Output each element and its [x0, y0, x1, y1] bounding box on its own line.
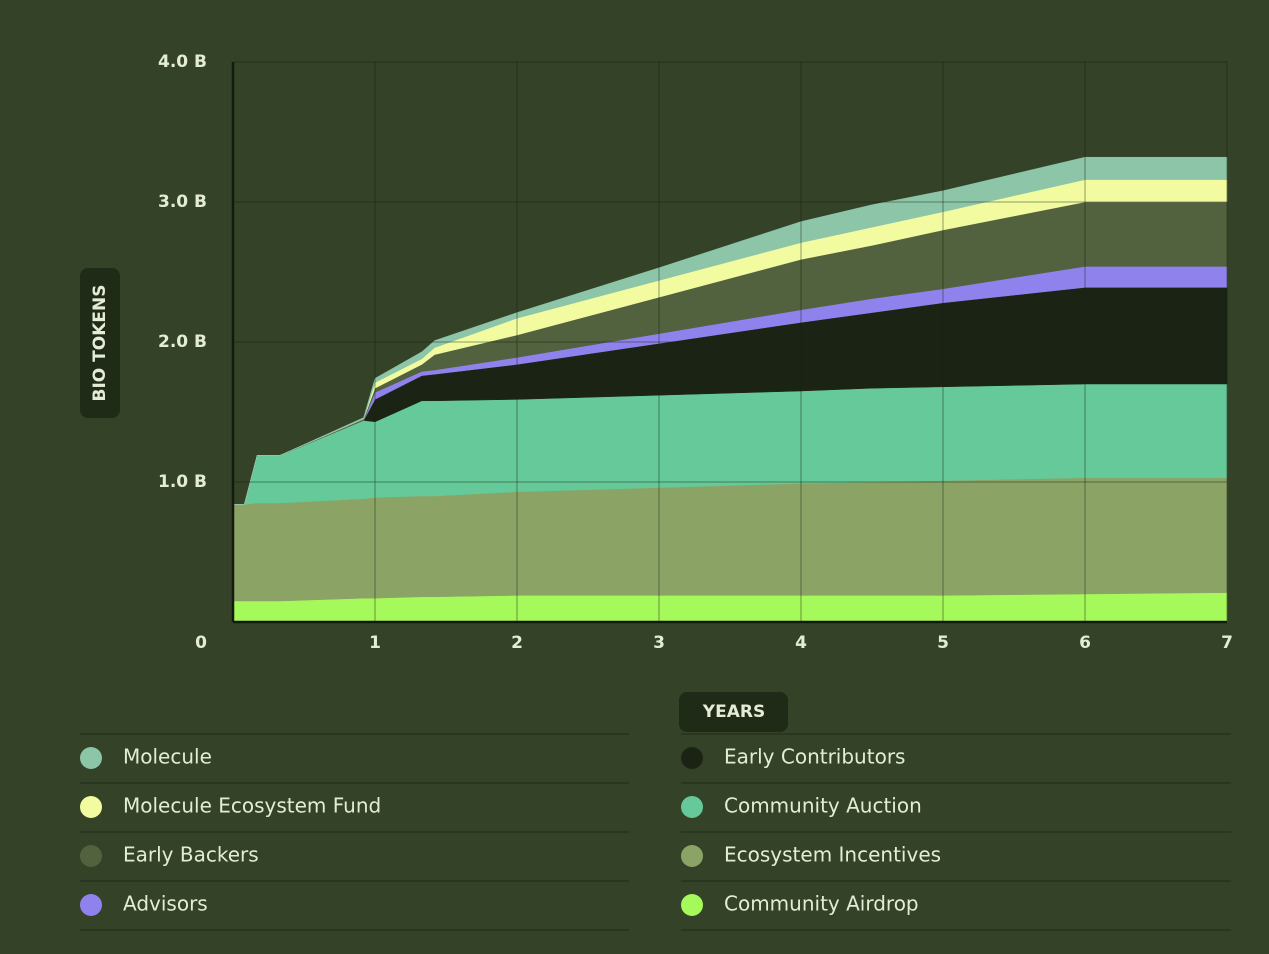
legend-swatch	[80, 747, 102, 769]
legend-label: Molecule	[123, 745, 212, 769]
y-axis-label: BIO TOKENS	[90, 285, 110, 402]
legend-label: Ecosystem Incentives	[724, 843, 941, 867]
x-tick-label: 6	[1079, 633, 1091, 653]
x-tick-label: 4	[795, 633, 807, 653]
legend-label: Advisors	[123, 892, 208, 916]
legend-swatch	[80, 796, 102, 818]
x-axis-label: YEARS	[702, 702, 765, 722]
x-tick-label: 3	[653, 633, 665, 653]
x-label-pill	[679, 692, 788, 732]
y-tick-label: 1.0 B	[158, 472, 207, 492]
legend-label: Community Airdrop	[724, 892, 919, 916]
area	[233, 156, 1228, 505]
y-label-pill	[80, 268, 120, 418]
legend-label: Early Contributors	[724, 745, 905, 769]
legend-swatch	[681, 845, 703, 867]
legend-swatch	[681, 894, 703, 916]
legend-swatch	[681, 747, 703, 769]
legend-swatch	[80, 845, 102, 867]
y-tick-label: 0	[195, 633, 207, 653]
x-tick-label: 1	[369, 633, 381, 653]
x-tick-label: 2	[511, 633, 523, 653]
legend-label: Early Backers	[123, 843, 259, 867]
x-tick-label: 5	[937, 633, 949, 653]
legend-label: Molecule Ecosystem Fund	[123, 794, 381, 818]
y-tick-label: 3.0 B	[158, 192, 207, 212]
legend-label: Community Auction	[724, 794, 922, 818]
legend-swatch	[681, 796, 703, 818]
y-tick-label: 4.0 B	[158, 52, 207, 72]
y-tick-label: 2.0 B	[158, 332, 207, 352]
legend-swatch	[80, 894, 102, 916]
x-tick-label: 7	[1221, 633, 1233, 653]
